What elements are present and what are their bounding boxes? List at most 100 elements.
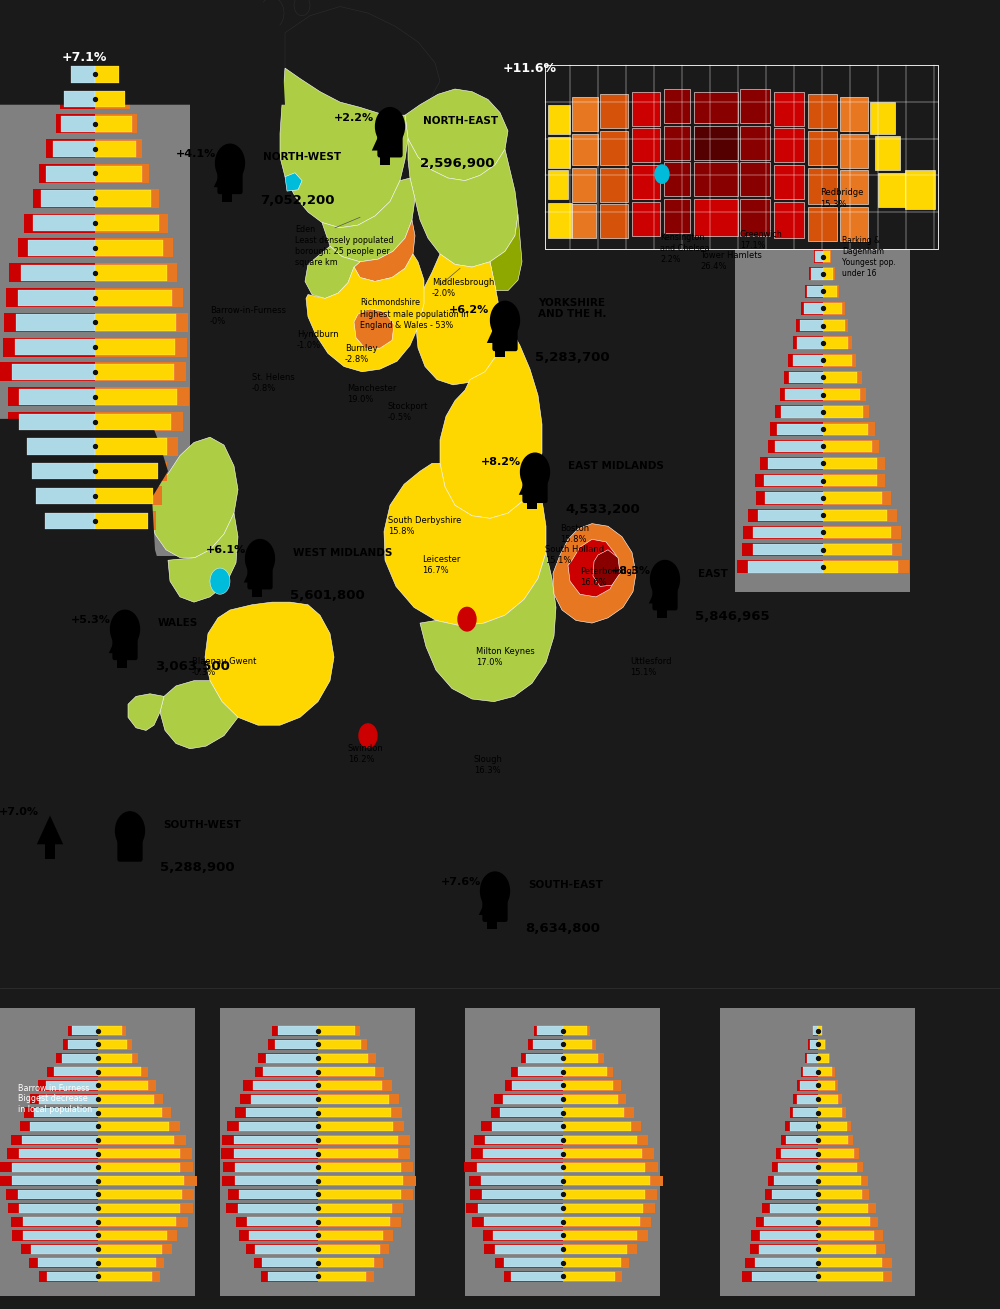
Polygon shape [553, 524, 636, 623]
Circle shape [651, 560, 679, 598]
FancyBboxPatch shape [562, 1245, 627, 1254]
FancyBboxPatch shape [562, 1026, 590, 1035]
FancyBboxPatch shape [30, 1094, 98, 1105]
Polygon shape [354, 309, 394, 348]
FancyBboxPatch shape [98, 1109, 162, 1117]
FancyBboxPatch shape [822, 457, 885, 470]
FancyBboxPatch shape [765, 492, 822, 504]
Polygon shape [280, 68, 408, 228]
FancyBboxPatch shape [762, 1203, 818, 1213]
FancyBboxPatch shape [809, 267, 822, 280]
Circle shape [491, 301, 519, 339]
FancyBboxPatch shape [95, 338, 187, 356]
FancyBboxPatch shape [318, 1080, 392, 1090]
FancyBboxPatch shape [228, 1190, 318, 1199]
Polygon shape [632, 202, 660, 236]
FancyBboxPatch shape [249, 1230, 318, 1240]
FancyBboxPatch shape [53, 141, 95, 157]
FancyBboxPatch shape [318, 1026, 360, 1035]
FancyBboxPatch shape [67, 65, 95, 84]
Polygon shape [205, 602, 334, 725]
FancyBboxPatch shape [0, 363, 95, 381]
FancyBboxPatch shape [98, 1272, 152, 1282]
FancyBboxPatch shape [30, 1122, 98, 1131]
FancyBboxPatch shape [805, 1052, 818, 1063]
FancyBboxPatch shape [562, 1041, 592, 1049]
Polygon shape [632, 92, 660, 126]
FancyBboxPatch shape [562, 1190, 657, 1199]
Polygon shape [740, 162, 770, 196]
FancyBboxPatch shape [98, 1026, 122, 1035]
FancyBboxPatch shape [822, 353, 856, 367]
Polygon shape [372, 122, 398, 151]
FancyBboxPatch shape [786, 1136, 818, 1144]
FancyBboxPatch shape [818, 1230, 874, 1240]
FancyBboxPatch shape [98, 1216, 188, 1227]
FancyBboxPatch shape [117, 831, 143, 861]
FancyBboxPatch shape [533, 1041, 562, 1049]
FancyBboxPatch shape [29, 1258, 98, 1268]
Polygon shape [128, 694, 164, 730]
Text: +2.2%: +2.2% [334, 113, 374, 123]
FancyBboxPatch shape [19, 389, 95, 404]
FancyBboxPatch shape [822, 406, 863, 418]
FancyBboxPatch shape [62, 1054, 98, 1063]
Polygon shape [664, 126, 690, 160]
FancyBboxPatch shape [742, 543, 822, 556]
FancyBboxPatch shape [226, 1203, 318, 1213]
Circle shape [116, 812, 144, 850]
FancyBboxPatch shape [768, 440, 822, 453]
FancyBboxPatch shape [45, 843, 55, 859]
FancyBboxPatch shape [98, 1245, 162, 1254]
FancyBboxPatch shape [818, 1271, 892, 1282]
FancyBboxPatch shape [796, 319, 822, 332]
FancyBboxPatch shape [562, 1230, 648, 1241]
Text: Tower Hamlets
26.4%: Tower Hamlets 26.4% [700, 251, 762, 271]
FancyBboxPatch shape [27, 487, 95, 505]
Polygon shape [600, 131, 628, 165]
Polygon shape [774, 165, 804, 199]
FancyBboxPatch shape [98, 1190, 194, 1199]
FancyBboxPatch shape [562, 1136, 637, 1144]
FancyBboxPatch shape [95, 462, 167, 480]
FancyBboxPatch shape [263, 1067, 318, 1076]
FancyBboxPatch shape [822, 302, 845, 315]
FancyBboxPatch shape [239, 1190, 318, 1199]
FancyBboxPatch shape [21, 264, 95, 281]
FancyBboxPatch shape [818, 1149, 854, 1158]
FancyBboxPatch shape [753, 528, 822, 538]
Polygon shape [440, 3, 545, 92]
Text: Slough
16.3%: Slough 16.3% [474, 755, 503, 775]
FancyBboxPatch shape [98, 1122, 169, 1131]
FancyBboxPatch shape [318, 1272, 366, 1282]
FancyBboxPatch shape [805, 284, 822, 297]
FancyBboxPatch shape [657, 602, 667, 618]
Polygon shape [160, 681, 238, 749]
FancyBboxPatch shape [815, 251, 822, 262]
FancyBboxPatch shape [98, 1177, 184, 1186]
Polygon shape [774, 92, 804, 126]
Polygon shape [694, 199, 738, 236]
FancyBboxPatch shape [742, 1271, 817, 1282]
FancyBboxPatch shape [98, 1258, 156, 1267]
FancyBboxPatch shape [95, 512, 156, 530]
FancyBboxPatch shape [759, 1245, 818, 1254]
FancyBboxPatch shape [318, 1217, 390, 1227]
FancyBboxPatch shape [756, 1216, 818, 1227]
Text: 4,533,200: 4,533,200 [565, 503, 640, 516]
FancyBboxPatch shape [34, 1109, 98, 1117]
FancyBboxPatch shape [68, 1041, 98, 1049]
Circle shape [458, 607, 476, 631]
FancyBboxPatch shape [95, 139, 142, 158]
FancyBboxPatch shape [6, 1190, 98, 1199]
FancyBboxPatch shape [822, 285, 837, 297]
FancyBboxPatch shape [822, 491, 891, 504]
FancyBboxPatch shape [318, 1258, 374, 1267]
FancyBboxPatch shape [818, 1039, 826, 1050]
FancyBboxPatch shape [818, 1080, 838, 1090]
FancyBboxPatch shape [255, 1067, 318, 1077]
FancyBboxPatch shape [534, 1026, 562, 1035]
FancyBboxPatch shape [95, 114, 137, 134]
Text: +8.2%: +8.2% [481, 457, 521, 467]
FancyBboxPatch shape [774, 1177, 818, 1186]
